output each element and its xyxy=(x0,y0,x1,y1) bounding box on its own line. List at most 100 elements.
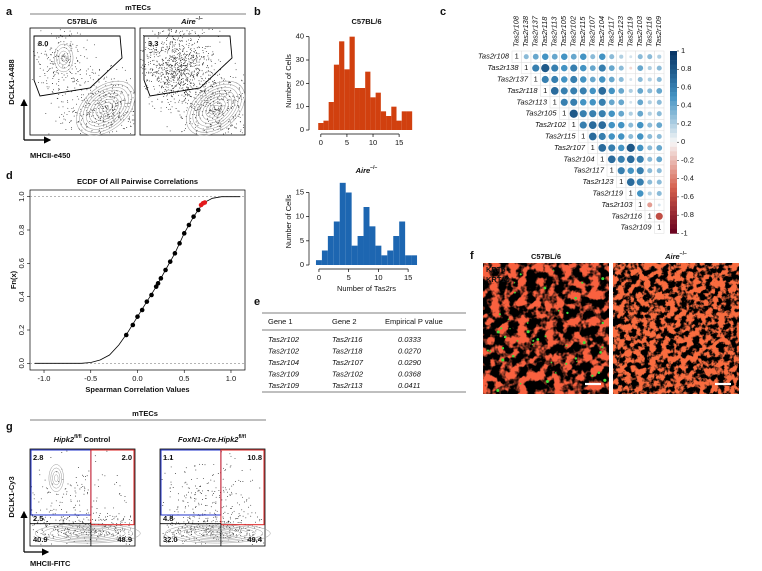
event-dot xyxy=(209,110,211,111)
event-dot xyxy=(160,64,162,66)
event-dot xyxy=(188,53,190,55)
colorbar-label: -1 xyxy=(681,228,688,237)
event-dot xyxy=(203,91,205,92)
event-dot xyxy=(51,509,53,511)
event-dot xyxy=(207,67,209,69)
event-dot xyxy=(205,518,207,520)
event-dot xyxy=(83,47,85,49)
event-dot xyxy=(205,46,207,48)
row-label: Tas2r105 xyxy=(526,109,558,118)
event-dot xyxy=(89,65,91,67)
event-dot xyxy=(181,535,183,537)
event-dot xyxy=(218,91,220,93)
event-dot xyxy=(190,47,192,49)
event-dot xyxy=(202,534,204,536)
event-dot xyxy=(178,110,180,112)
speck xyxy=(501,358,505,362)
event-dot xyxy=(87,493,88,495)
correlation-dot xyxy=(656,99,662,105)
colorbar-segment xyxy=(670,133,677,138)
event-dot xyxy=(180,67,182,68)
event-dot xyxy=(160,110,162,112)
event-dot xyxy=(154,71,156,73)
colorbar-segment xyxy=(670,69,677,75)
event-dot xyxy=(151,75,153,77)
event-dot xyxy=(170,63,172,65)
event-dot xyxy=(130,516,131,518)
event-dot xyxy=(83,493,85,495)
event-dot xyxy=(190,72,192,74)
bar xyxy=(369,226,376,265)
event-dot xyxy=(65,493,67,495)
event-dot xyxy=(128,94,130,96)
event-dot xyxy=(198,112,199,114)
event-dot xyxy=(219,107,221,109)
event-dot xyxy=(263,542,265,544)
x-axis-label: MHCII-FITC xyxy=(30,559,71,568)
event-dot xyxy=(195,92,197,94)
event-dot xyxy=(83,475,85,477)
event-dot xyxy=(212,494,213,496)
event-dot xyxy=(197,68,199,70)
event-dot xyxy=(176,73,178,75)
event-dot xyxy=(69,72,71,73)
row-label: Tas2r138 xyxy=(488,63,520,72)
event-dot xyxy=(252,531,254,533)
event-dot xyxy=(145,88,147,90)
event-dot xyxy=(161,63,163,65)
event-dot xyxy=(194,485,196,487)
event-dot xyxy=(185,43,187,45)
event-dot xyxy=(148,37,150,39)
event-dot xyxy=(172,74,174,75)
event-dot xyxy=(169,58,170,59)
event-dot xyxy=(90,96,92,98)
event-dot xyxy=(129,119,130,121)
event-dot xyxy=(239,527,241,529)
event-dot xyxy=(75,492,77,494)
event-dot xyxy=(119,522,121,524)
event-dot xyxy=(180,116,182,118)
event-dot xyxy=(58,73,60,75)
event-dot xyxy=(167,73,169,75)
event-dot xyxy=(166,541,168,543)
event-dot xyxy=(170,73,172,75)
ecdf-point xyxy=(149,292,154,298)
event-dot xyxy=(181,40,183,42)
event-dot xyxy=(120,521,122,523)
event-dot xyxy=(224,469,226,471)
event-dot xyxy=(51,543,52,545)
correlation-dot xyxy=(532,53,539,60)
event-dot xyxy=(88,103,90,105)
event-dot xyxy=(185,54,187,56)
plot-frame xyxy=(159,448,266,547)
event-dot xyxy=(226,100,228,102)
event-dot xyxy=(184,33,186,35)
speck xyxy=(507,318,510,320)
event-dot xyxy=(184,74,186,76)
event-dot xyxy=(150,68,152,70)
bar xyxy=(318,123,324,130)
event-dot xyxy=(152,60,154,62)
event-dot xyxy=(195,68,197,70)
event-dot xyxy=(227,129,229,131)
event-dot xyxy=(199,59,201,61)
event-dot xyxy=(110,65,112,67)
event-dot xyxy=(150,57,151,58)
image-title: Aire−/− xyxy=(664,251,687,261)
event-dot xyxy=(201,64,203,66)
x-tick-label: 10 xyxy=(369,138,377,147)
event-dot xyxy=(170,94,172,96)
event-dot xyxy=(163,66,165,68)
event-dot xyxy=(52,61,54,63)
event-dot xyxy=(103,518,105,520)
event-dot xyxy=(175,60,177,62)
event-dot xyxy=(170,466,172,468)
speck xyxy=(576,360,578,363)
event-dot xyxy=(54,73,56,75)
event-dot xyxy=(76,516,78,518)
event-dot xyxy=(185,467,187,469)
row-label: Tas2r103 xyxy=(602,200,634,209)
event-dot xyxy=(216,516,218,518)
event-dot xyxy=(98,486,100,488)
event-dot xyxy=(209,512,211,514)
